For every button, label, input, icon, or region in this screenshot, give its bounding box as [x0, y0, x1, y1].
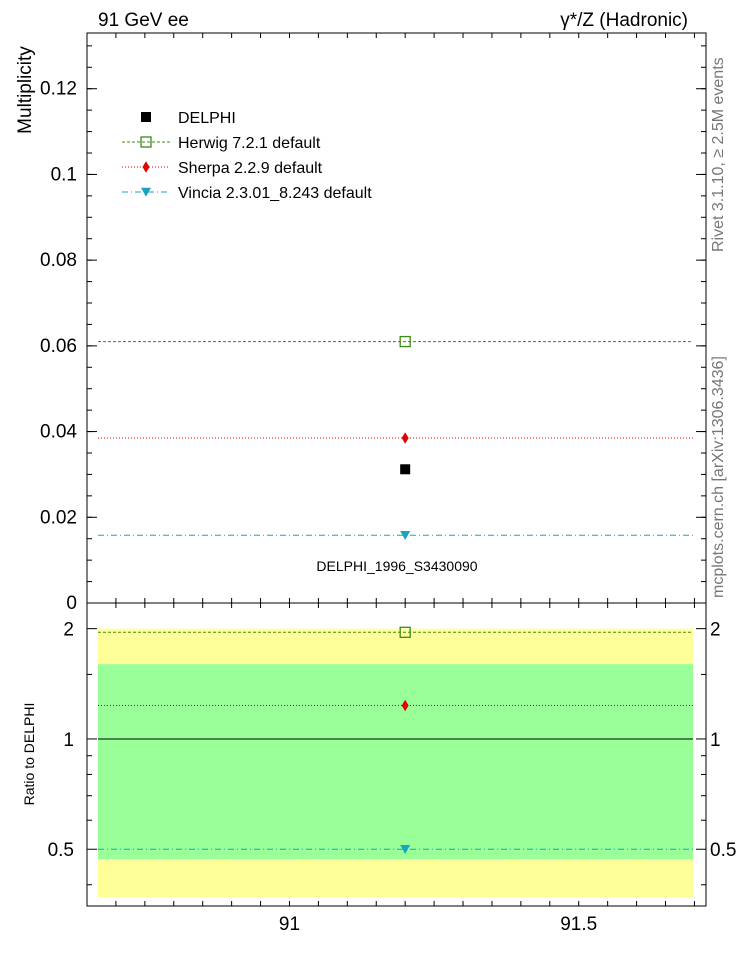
ratio-y-tick-label-right: 1 — [710, 730, 721, 751]
ratio-point-vincia-2-3-01-8-243-default — [400, 844, 411, 854]
legend-marker-vincia-2-3-01-8-243-default — [141, 187, 151, 197]
y-tick-label: 0.12 — [40, 79, 77, 100]
y-tick-label: 0.1 — [51, 164, 77, 185]
legend-label-sherpa-2-2-9-default: Sherpa 2.2.9 default — [178, 160, 323, 177]
y-axis-label: Multiplicity — [15, 46, 36, 134]
analysis-watermark: DELPHI_1996_S3430090 — [316, 558, 477, 574]
y-tick-label: 0.04 — [40, 422, 77, 443]
legend-marker-herwig-7-2-1-default — [140, 136, 152, 148]
ratio-y-axis-label: Ratio to DELPHI — [21, 703, 37, 806]
y-tick-label: 0.02 — [40, 507, 77, 528]
uncertainty-band-2 — [98, 664, 693, 860]
mcplots-label: mcplots.cern.ch [arXiv:1306.3436] — [710, 356, 727, 598]
x-tick-label: 91.5 — [560, 914, 597, 935]
legend-marker-delphi — [141, 112, 151, 122]
y-tick-label: 0 — [66, 593, 77, 614]
legend-marker-sherpa-2-2-9-default — [142, 161, 150, 173]
ratio-panel: 0.5 0.5 1 1 2 2 Ratio to DELPHI 91 91.5 — [21, 602, 736, 935]
x-tick-label: 91 — [279, 914, 300, 935]
ratio-point-sherpa-2-2-9-default — [401, 699, 409, 712]
legend-label-herwig-7-2-1-default: Herwig 7.2.1 default — [178, 135, 321, 152]
legend-label-vincia-2-3-01-8-243-default: Vincia 2.3.01_8.243 default — [178, 185, 372, 202]
data-point-sherpa-2-2-9-default — [401, 432, 409, 444]
ratio-y-tick-label-left: 1 — [63, 730, 74, 751]
ratio-y-tick-label-left: 0.5 — [48, 840, 74, 861]
y-tick-label: 0.08 — [40, 250, 77, 271]
ratio-point-herwig-7-2-1-default — [399, 626, 411, 638]
rivet-version-label: Rivet 3.1.10, ≥ 2.5M events — [710, 57, 727, 252]
data-point-herwig-7-2-1-default — [399, 335, 411, 348]
y-tick-label: 0.06 — [40, 336, 77, 357]
header-left-label: 91 GeV ee — [98, 10, 189, 31]
ratio-y-tick-label-right: 0.5 — [710, 840, 736, 861]
data-point-vincia-2-3-01-8-243-default — [400, 531, 411, 541]
ratio-frame — [86, 602, 707, 907]
ratio-y-tick-label-left: 2 — [63, 620, 74, 641]
legend-label-delphi: DELPHI — [178, 110, 236, 127]
data-point-delphi — [400, 464, 411, 475]
header-right-label: γ*/Z (Hadronic) — [560, 10, 688, 31]
ratio-y-tick-label-right: 2 — [710, 620, 721, 641]
